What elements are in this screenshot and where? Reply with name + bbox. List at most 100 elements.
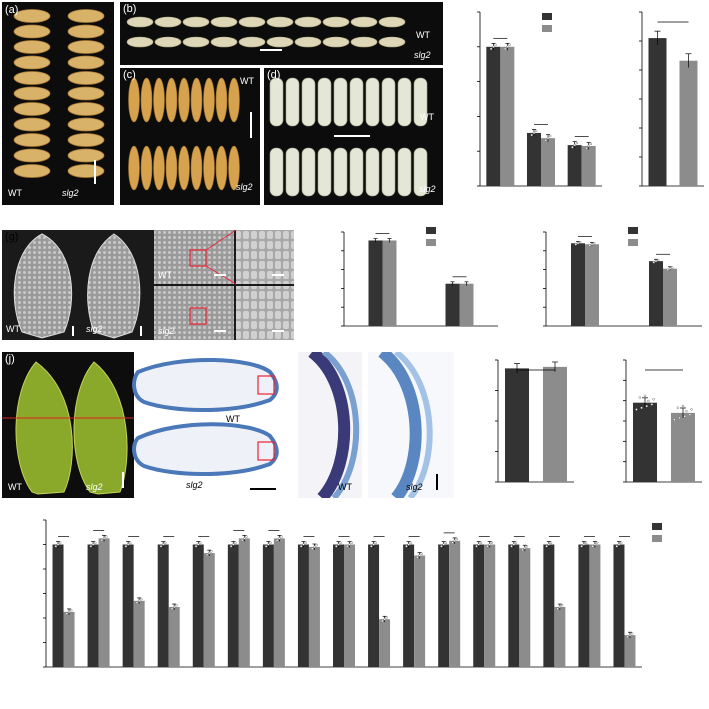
legend-swatch-wt xyxy=(628,227,638,234)
bar-slg2-osexpa29 xyxy=(414,555,426,667)
grain xyxy=(350,36,378,48)
data-point xyxy=(584,541,588,544)
bar-slg2-osexpa25 xyxy=(344,544,355,667)
data-point xyxy=(591,545,594,548)
data-point xyxy=(615,545,618,548)
bar-slg2-length xyxy=(500,46,515,186)
data-point xyxy=(530,133,534,137)
bar-wt-osexpa2 xyxy=(87,544,99,667)
data-point xyxy=(300,545,303,548)
panel-j-slg2-label: slg2 xyxy=(86,482,103,492)
grain xyxy=(178,77,190,123)
bar-slg2-width xyxy=(663,268,677,326)
bar-slg2-osexpa7 xyxy=(203,553,215,667)
data-point xyxy=(59,541,62,544)
bar-slg2-thickness xyxy=(581,145,596,186)
data-point xyxy=(489,47,493,51)
bar-slg2-osexpa4 xyxy=(133,600,145,667)
data-point xyxy=(162,543,165,546)
data-point xyxy=(210,550,213,553)
grain xyxy=(67,9,105,23)
data-point xyxy=(100,538,104,542)
bar-slg2-osexpa10 xyxy=(238,538,250,667)
data-point xyxy=(350,541,353,544)
data-point xyxy=(381,619,384,623)
bar-wt-osexpb12 xyxy=(578,544,590,667)
grain xyxy=(215,77,228,123)
chart-i xyxy=(543,227,702,327)
grain xyxy=(67,71,105,85)
bar-slg2-length xyxy=(585,244,599,326)
legend-swatch-wt xyxy=(652,523,662,530)
data-point xyxy=(635,408,638,411)
panel-j-slg2c-label: slg2 xyxy=(406,482,423,492)
bar-slg2-width xyxy=(541,138,555,186)
data-point xyxy=(544,139,548,142)
data-point xyxy=(416,556,419,559)
panel-g-slg2b-label: slg2 xyxy=(158,326,175,336)
data-point xyxy=(558,605,562,609)
panel-j-wt2-label: WT xyxy=(226,414,240,424)
grain xyxy=(238,16,266,28)
data-point xyxy=(576,242,580,245)
data-point xyxy=(592,241,596,245)
data-point xyxy=(243,537,246,540)
grain xyxy=(301,147,316,197)
data-point xyxy=(652,398,655,401)
data-point xyxy=(654,259,658,263)
grain xyxy=(67,117,105,132)
bar-wt-osexpb3 xyxy=(438,544,450,667)
data-point xyxy=(575,141,579,145)
legend-swatch-slg2 xyxy=(426,239,436,246)
data-point xyxy=(587,144,590,148)
data-point xyxy=(56,543,60,546)
panel-g-wt2-label: WT xyxy=(158,270,172,280)
grain xyxy=(190,77,203,123)
chart-h xyxy=(341,227,498,327)
grain xyxy=(294,36,322,48)
data-point xyxy=(617,543,621,546)
grain xyxy=(266,36,294,48)
data-point xyxy=(383,618,386,621)
data-point xyxy=(506,45,509,48)
data-point xyxy=(129,541,132,544)
grain xyxy=(381,77,396,127)
data-point xyxy=(688,413,692,416)
grain xyxy=(67,24,105,39)
data-point xyxy=(173,605,176,609)
grain xyxy=(13,102,51,116)
data-point xyxy=(666,268,670,271)
panel-b-photo: (b) WT slg2 xyxy=(120,2,443,65)
bar-slg2-osexpb6 xyxy=(519,548,531,667)
bar-wt-width xyxy=(649,261,663,326)
panel-g-label: (g) xyxy=(5,231,19,243)
panel-a-label: (a) xyxy=(5,4,19,16)
grain xyxy=(228,145,240,191)
grain xyxy=(182,16,210,28)
data-point xyxy=(582,543,586,546)
legend-swatch-slg2 xyxy=(628,239,638,246)
data-point xyxy=(593,543,597,546)
grain xyxy=(378,16,406,28)
grain xyxy=(317,77,332,127)
grain xyxy=(178,145,190,191)
grain xyxy=(67,86,105,101)
data-point xyxy=(546,136,550,140)
data-point xyxy=(372,543,375,546)
data-point xyxy=(523,546,526,550)
data-point xyxy=(140,597,143,601)
grain xyxy=(285,77,300,127)
data-point xyxy=(652,261,656,264)
data-point xyxy=(240,538,244,542)
data-point xyxy=(656,258,660,262)
panel-j-photo: (j) WT slg2 WT slg2 WT slg2 xyxy=(2,352,454,498)
data-point xyxy=(578,240,582,244)
data-point xyxy=(135,601,139,604)
panel-d-label: (d) xyxy=(267,69,281,81)
panel-j-slg2b-label: slg2 xyxy=(186,480,203,490)
data-point xyxy=(549,541,553,544)
data-point xyxy=(54,545,58,548)
grain xyxy=(153,145,165,191)
bar-slg2-transversal xyxy=(459,283,474,326)
data-point xyxy=(205,553,209,557)
